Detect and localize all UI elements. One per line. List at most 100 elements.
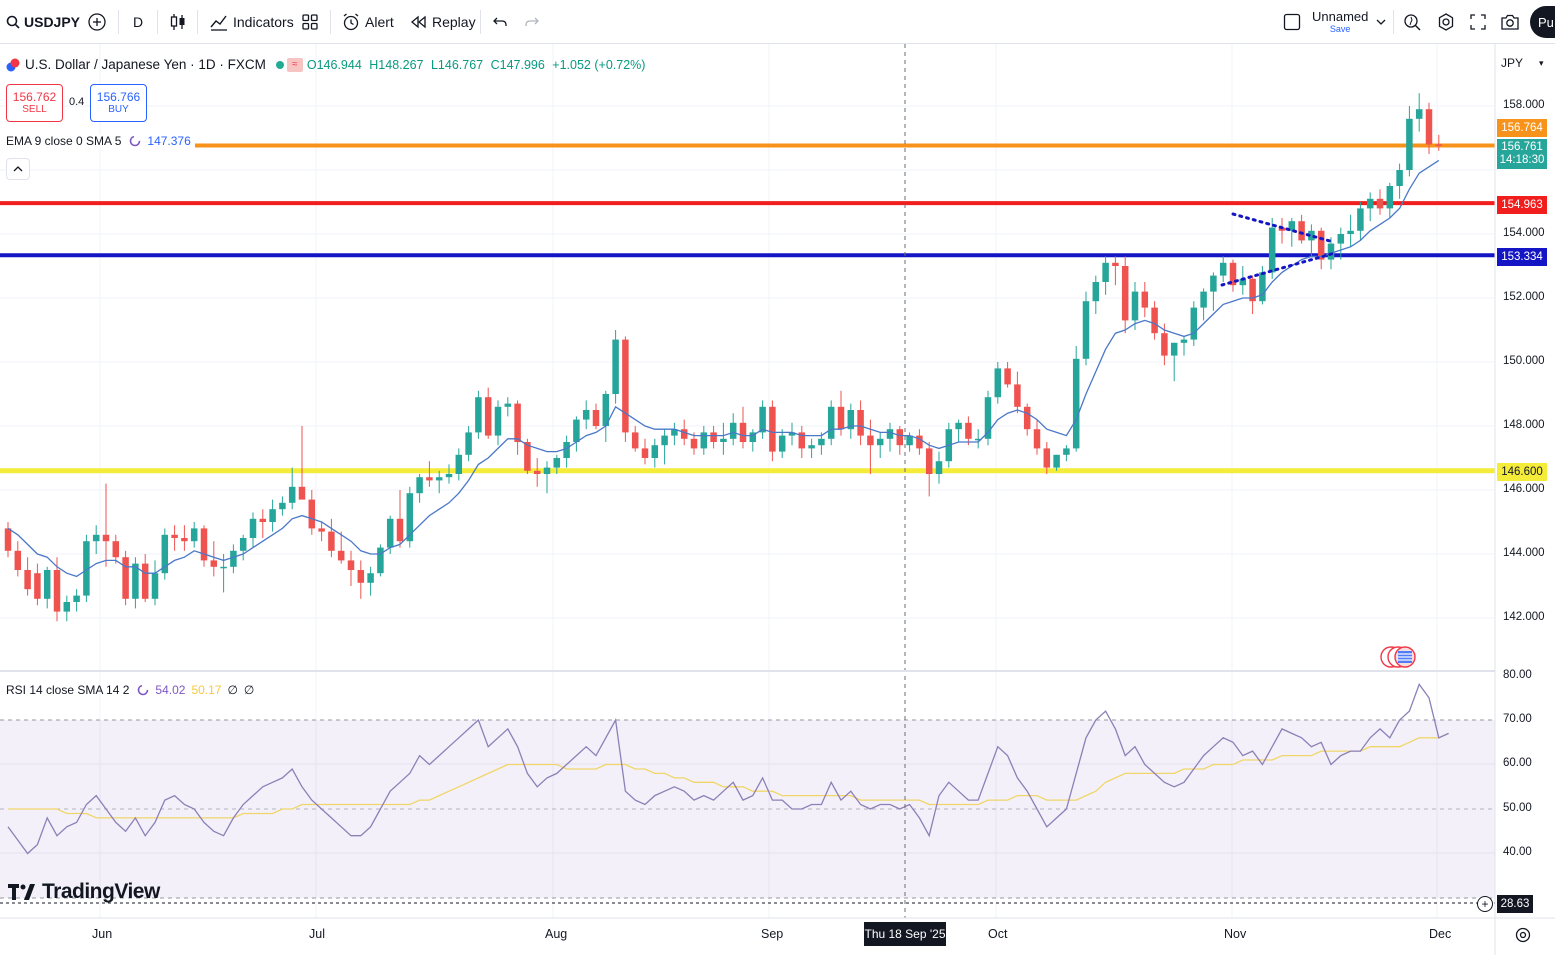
- alert-button[interactable]: Alert: [341, 0, 394, 44]
- currency-label: JPY: [1501, 56, 1524, 70]
- rsi-line: [7, 683, 1449, 855]
- layout-menu[interactable]: Unnamed Save: [1312, 0, 1386, 44]
- price-chart[interactable]: [0, 44, 1555, 955]
- redo-button[interactable]: [524, 0, 540, 44]
- candle-up: [494, 406, 502, 436]
- layout-save-label: Save: [1329, 24, 1351, 34]
- candle-up: [974, 438, 982, 441]
- candle-down: [965, 422, 972, 439]
- buy-button[interactable]: 156.766 BUY: [90, 84, 147, 122]
- replay-button[interactable]: Replay: [410, 0, 476, 44]
- rsi-tick-label: 70.00: [1503, 713, 1532, 725]
- candle-up: [73, 595, 80, 602]
- candle-up: [504, 403, 512, 407]
- candle-down: [798, 432, 806, 449]
- triangle-lower-line: [1220, 251, 1337, 287]
- tradingview-logo[interactable]: TradingView: [8, 880, 160, 904]
- loading-icon: [130, 135, 141, 147]
- indicators-label: Indicators: [233, 14, 294, 30]
- interval-button[interactable]: D: [133, 0, 143, 44]
- candle-down: [1435, 144, 1443, 146]
- candle-down: [141, 563, 149, 599]
- candle-down: [259, 518, 267, 522]
- axis-settings-icon[interactable]: [1514, 926, 1532, 944]
- candle-down: [1229, 262, 1237, 286]
- candle-down: [837, 406, 845, 430]
- candle-up: [602, 394, 610, 426]
- alarm-clock-icon: [343, 13, 359, 31]
- economic-events-icon[interactable]: [1379, 645, 1419, 669]
- rsi-empty-value-2: ∅: [243, 683, 255, 697]
- change-value: +1.052 (+0.72%): [552, 57, 646, 72]
- candle-up: [808, 445, 815, 449]
- candle-down: [622, 339, 629, 433]
- indicators-button[interactable]: Indicators: [209, 0, 294, 44]
- snapshot-button[interactable]: [1500, 0, 1520, 44]
- currency-selector[interactable]: JPY ▾: [1501, 56, 1544, 70]
- candle-down: [1151, 307, 1158, 334]
- candle-down: [1298, 221, 1305, 241]
- quick-search-button[interactable]: [1403, 0, 1423, 44]
- candle-down: [1043, 448, 1051, 468]
- time-tick-label: Jul: [309, 927, 325, 941]
- candle-up: [876, 438, 884, 446]
- layout-checkbox[interactable]: [1283, 0, 1301, 44]
- undo-button[interactable]: [492, 0, 508, 44]
- undo-icon: [493, 17, 507, 26]
- candle-down: [4, 528, 12, 551]
- symbol-search[interactable]: USDJPY: [6, 0, 80, 44]
- chevron-down-icon: ▾: [1539, 57, 1544, 68]
- candle-up: [1268, 227, 1276, 273]
- add-plus-icon[interactable]: +: [1477, 896, 1493, 912]
- symbol-legend: U.S. Dollar / Japanese Yen · 1D · FXCM ≈…: [6, 57, 649, 72]
- orange-level-tag: 156.764: [1497, 119, 1547, 137]
- high-value: H148.267: [369, 57, 424, 72]
- settings-button[interactable]: [1436, 0, 1456, 44]
- rsi-legend[interactable]: RSI 14 close SMA 14 2 54.02 50.17 ∅ ∅: [6, 683, 254, 697]
- chart-type-button[interactable]: [169, 0, 187, 44]
- candle-down: [200, 528, 208, 561]
- candle-down: [337, 550, 345, 561]
- ohlc-values: O146.944 H148.267 L146.767 C147.996 +1.0…: [307, 58, 650, 72]
- candle-up: [1357, 208, 1364, 231]
- candle-down: [1033, 429, 1041, 449]
- candle-down: [484, 397, 492, 436]
- candle-up: [92, 534, 100, 542]
- gear-icon: [1438, 13, 1454, 31]
- rsi-guides: [0, 719, 1495, 904]
- price-tick-label: 158.000: [1503, 99, 1545, 111]
- candle-down: [857, 410, 864, 436]
- candle-down: [533, 470, 541, 474]
- publish-button[interactable]: Pu: [1530, 6, 1555, 38]
- toolbar-divider: [1393, 10, 1394, 34]
- data-badge: ≈: [286, 57, 303, 72]
- spread-value: 0.4: [69, 96, 85, 108]
- compare-symbol-button[interactable]: [87, 0, 107, 44]
- candle-up: [1386, 186, 1394, 209]
- candle-down: [1023, 406, 1031, 430]
- candle-up: [1366, 198, 1374, 209]
- candle-down: [739, 422, 747, 442]
- blue-level-tag: 153.334: [1497, 248, 1547, 266]
- collapse-legend-button[interactable]: [6, 158, 30, 180]
- candle-up: [386, 518, 394, 548]
- close-value: C147.996: [490, 57, 545, 72]
- templates-button[interactable]: [301, 0, 319, 44]
- candle-up: [455, 454, 463, 474]
- candle-up: [132, 563, 139, 599]
- candle-up: [563, 442, 570, 458]
- chevron-up-icon: [13, 166, 23, 172]
- candle-up: [83, 541, 90, 596]
- candle-up: [367, 573, 374, 583]
- candle-up: [190, 528, 198, 542]
- sell-button[interactable]: 156.762 SELL: [6, 84, 63, 122]
- candle-down: [1161, 333, 1168, 356]
- candle-up: [475, 397, 482, 433]
- candle-up: [279, 502, 286, 510]
- candle-down: [426, 477, 433, 481]
- candle-down: [14, 550, 22, 570]
- candle-up: [749, 432, 757, 442]
- symbol-title[interactable]: U.S. Dollar / Japanese Yen · 1D · FXCM: [25, 57, 266, 72]
- ema-legend[interactable]: EMA 9 close 0 SMA 5 147.376: [6, 134, 195, 148]
- fullscreen-button[interactable]: [1469, 0, 1487, 44]
